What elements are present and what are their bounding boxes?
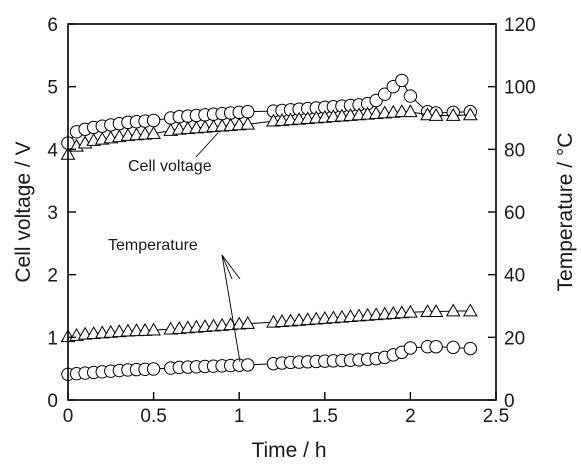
- y-left-tick-label: 1: [47, 328, 58, 349]
- y-right-tick-label: 80: [504, 140, 525, 161]
- y-right-tick-label: 60: [504, 203, 525, 224]
- leader-cell-voltage-1: [195, 132, 219, 158]
- data-point: [241, 358, 255, 372]
- y-axis-right-label: Temperature / °C: [554, 133, 577, 292]
- data-point: [428, 304, 444, 318]
- data-point: [420, 107, 435, 121]
- y-axis-left-label: Cell voltage / V: [12, 141, 35, 282]
- y-left-tick-label: 4: [47, 140, 58, 161]
- data-point: [240, 116, 256, 130]
- data-point: [429, 340, 443, 354]
- y-right-tick-label: 100: [504, 78, 536, 99]
- y-left-tick-label: 2: [47, 266, 58, 287]
- y-left-tick-label: 6: [47, 15, 58, 36]
- data-point: [403, 104, 418, 118]
- y-right-tick-label: 20: [504, 328, 525, 349]
- data-point: [403, 89, 418, 103]
- data-point: [403, 304, 418, 318]
- annotation-leaders: [195, 132, 241, 363]
- series-3-circle-right: [61, 340, 478, 382]
- annotation-temperature: Temperature: [108, 237, 198, 254]
- data-point: [446, 340, 460, 355]
- data-point: [445, 107, 461, 121]
- data-point: [445, 303, 461, 317]
- x-tick-label: 2.5: [483, 406, 509, 427]
- data-point: [395, 73, 409, 88]
- leader-temperature-2: [221, 254, 233, 280]
- leader-temperature-3: [221, 254, 241, 363]
- y-right-tick-label: 120: [504, 15, 536, 36]
- annotation-cell-voltage: Cell voltage: [128, 158, 212, 175]
- data-point: [428, 107, 444, 121]
- data-point: [146, 362, 161, 376]
- data-point: [146, 322, 161, 336]
- series-1-triangle-left: [60, 104, 478, 160]
- y-right-tick-label: 0: [504, 391, 515, 412]
- data-point: [146, 113, 161, 128]
- data-point: [462, 303, 478, 317]
- y-left-tick-label: 0: [47, 391, 58, 412]
- y-right-tick-label: 40: [504, 266, 525, 287]
- x-tick-label: 0.5: [140, 406, 166, 427]
- data-point: [241, 105, 255, 119]
- data-point: [403, 341, 418, 355]
- y-left-tick-label: 5: [47, 78, 58, 99]
- x-tick-label: 2: [405, 406, 416, 427]
- chart-marks: [60, 73, 478, 382]
- data-point: [240, 316, 256, 329]
- x-tick-label: 1: [234, 406, 245, 427]
- x-axis-label: Time / h: [251, 439, 326, 462]
- leader-temperature-1: [221, 254, 241, 280]
- data-point: [462, 107, 478, 121]
- series-2-triangle-right: [60, 303, 478, 343]
- data-point: [378, 87, 392, 101]
- y-left-tick-label: 3: [47, 203, 58, 224]
- x-tick-label: 0: [63, 406, 74, 427]
- x-tick-label: 1.5: [312, 406, 338, 427]
- data-point: [146, 126, 161, 140]
- data-point: [463, 341, 478, 356]
